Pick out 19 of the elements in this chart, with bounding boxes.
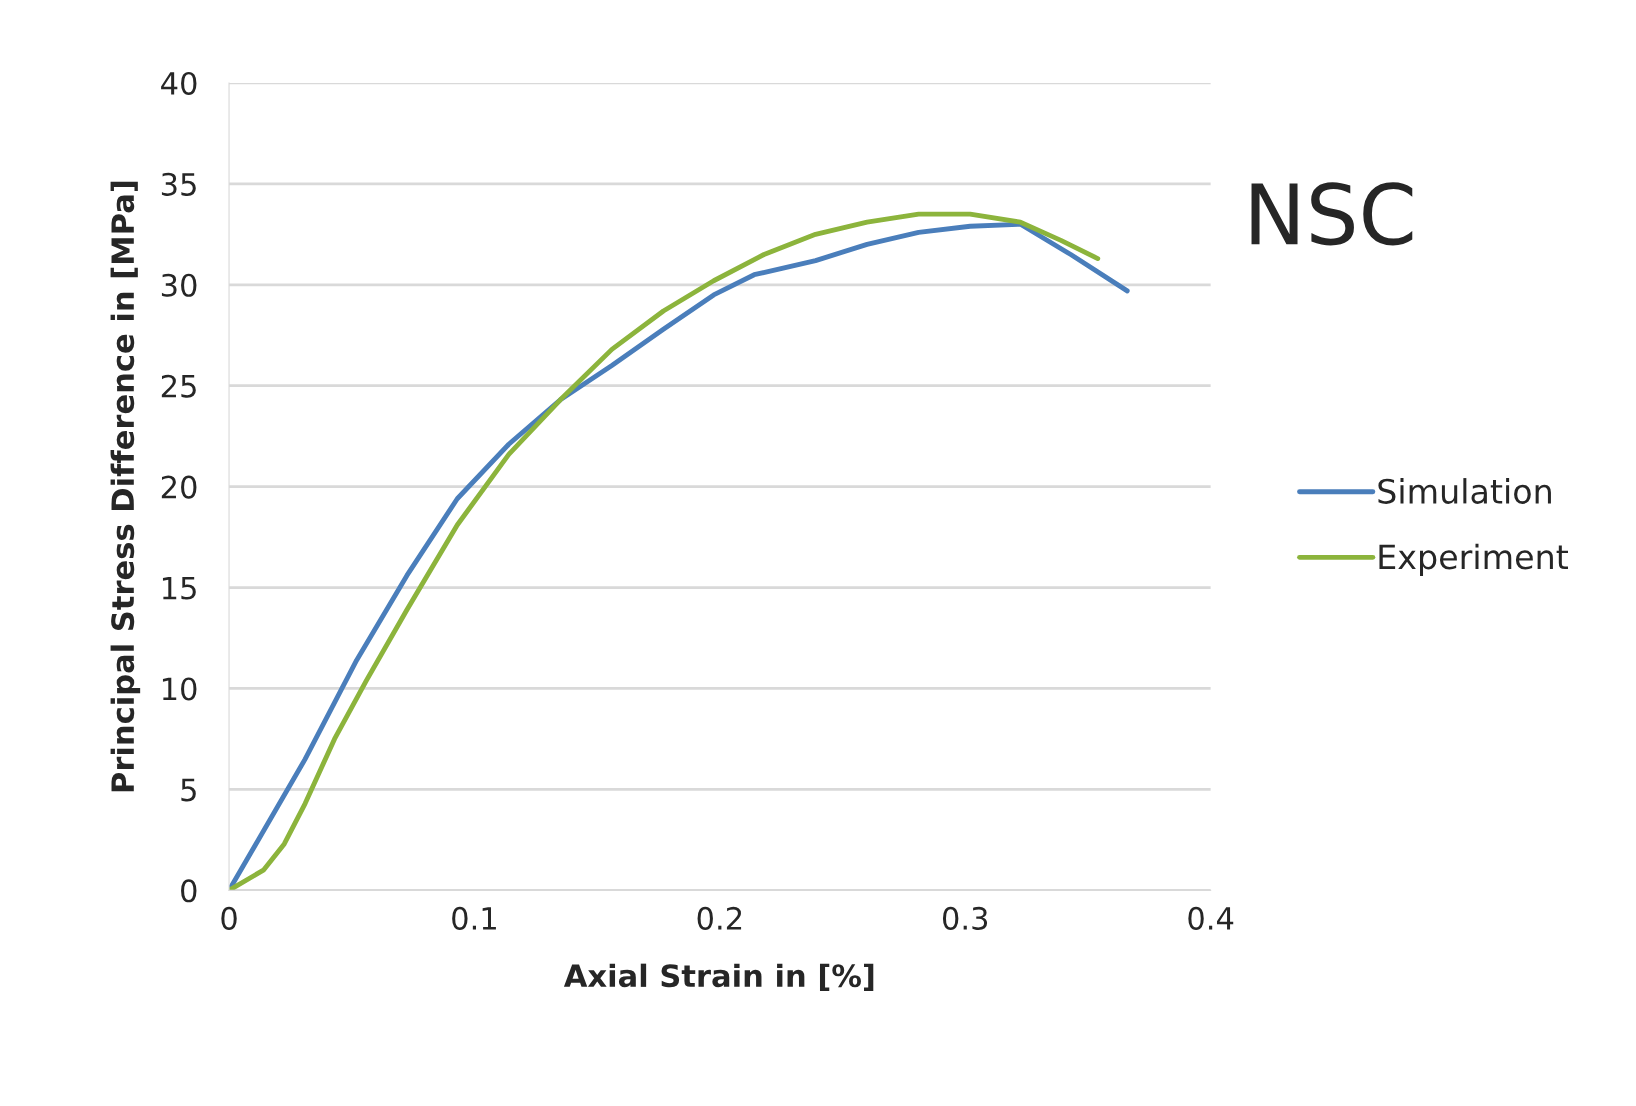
y-tick-label: 30: [161, 273, 197, 297]
y-tick-label: 40: [161, 71, 197, 95]
text: NSC: [1251, 182, 1413, 246]
x-axis-title: Axial Strain in [%]: [563, 963, 874, 991]
x-tick-label: 0: [221, 906, 237, 930]
legend-label: Simulation: [1378, 478, 1551, 504]
y-tick-label: 35: [161, 172, 196, 196]
legend-label: Experiment: [1379, 543, 1568, 576]
y-tick-label: 0: [181, 879, 197, 903]
y-tick-label: 20: [161, 475, 197, 499]
x-tick-label: 0.4: [1188, 906, 1234, 930]
y-tick-label: 10: [162, 677, 197, 701]
x-tick-label: 0.1: [452, 906, 496, 930]
y-tick-label: 15: [162, 576, 196, 600]
y-tick-label: 25: [161, 374, 196, 398]
y-axis-title: Principal Stress Difference in [MPa]: [110, 181, 141, 792]
y-tick-label: 5: [181, 778, 196, 802]
x-tick-label: 0.2: [697, 906, 742, 930]
x-tick-label: 0.3: [942, 906, 988, 930]
